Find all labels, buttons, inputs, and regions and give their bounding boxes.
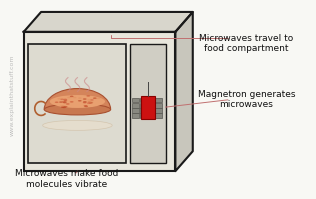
Bar <box>148 103 154 107</box>
Bar <box>132 108 139 113</box>
Ellipse shape <box>64 106 68 108</box>
Text: www.explainthatstuff.com: www.explainthatstuff.com <box>9 55 15 136</box>
Text: Microwaves travel to
food compartment: Microwaves travel to food compartment <box>199 34 294 54</box>
Ellipse shape <box>62 101 66 103</box>
Ellipse shape <box>70 96 74 97</box>
Ellipse shape <box>67 97 71 98</box>
Ellipse shape <box>90 99 94 101</box>
Ellipse shape <box>60 99 64 100</box>
Ellipse shape <box>59 101 63 103</box>
Ellipse shape <box>84 105 88 107</box>
Bar <box>155 103 162 107</box>
Ellipse shape <box>83 102 87 103</box>
Ellipse shape <box>83 101 87 103</box>
Bar <box>140 103 147 107</box>
Ellipse shape <box>44 104 111 115</box>
Ellipse shape <box>70 101 74 103</box>
Text: Microwaves make food
molecules vibrate: Microwaves make food molecules vibrate <box>15 169 118 189</box>
Ellipse shape <box>87 99 91 101</box>
Bar <box>140 113 147 118</box>
Bar <box>155 98 162 102</box>
Ellipse shape <box>93 97 97 99</box>
Polygon shape <box>175 12 193 171</box>
Bar <box>132 113 139 118</box>
Ellipse shape <box>43 120 112 130</box>
Ellipse shape <box>55 101 58 103</box>
Ellipse shape <box>58 98 61 100</box>
Bar <box>155 108 162 113</box>
Polygon shape <box>24 12 193 32</box>
Text: Magnetron generates
microwaves: Magnetron generates microwaves <box>198 90 295 109</box>
Ellipse shape <box>90 101 94 103</box>
Bar <box>140 98 147 102</box>
Bar <box>28 44 126 163</box>
Ellipse shape <box>50 95 105 108</box>
Bar <box>155 113 162 118</box>
Bar <box>132 98 139 102</box>
Bar <box>24 32 175 171</box>
Ellipse shape <box>66 103 70 105</box>
Ellipse shape <box>86 95 90 97</box>
Bar <box>141 96 155 119</box>
Ellipse shape <box>64 99 67 100</box>
Ellipse shape <box>78 100 82 101</box>
Ellipse shape <box>62 105 66 107</box>
Ellipse shape <box>60 105 64 107</box>
Ellipse shape <box>97 98 100 99</box>
Ellipse shape <box>63 102 67 103</box>
Bar <box>148 98 154 102</box>
Wedge shape <box>44 89 111 109</box>
Ellipse shape <box>83 98 87 100</box>
Bar <box>148 113 154 118</box>
Ellipse shape <box>61 106 64 108</box>
Ellipse shape <box>87 102 91 104</box>
Bar <box>148 108 154 113</box>
Ellipse shape <box>84 105 88 107</box>
Ellipse shape <box>88 101 91 103</box>
Ellipse shape <box>64 100 67 102</box>
Ellipse shape <box>88 101 92 103</box>
Ellipse shape <box>78 97 82 99</box>
Ellipse shape <box>89 102 93 104</box>
Bar <box>140 108 147 113</box>
Bar <box>132 103 139 107</box>
Bar <box>130 44 166 163</box>
Ellipse shape <box>73 97 76 98</box>
Ellipse shape <box>62 107 66 108</box>
